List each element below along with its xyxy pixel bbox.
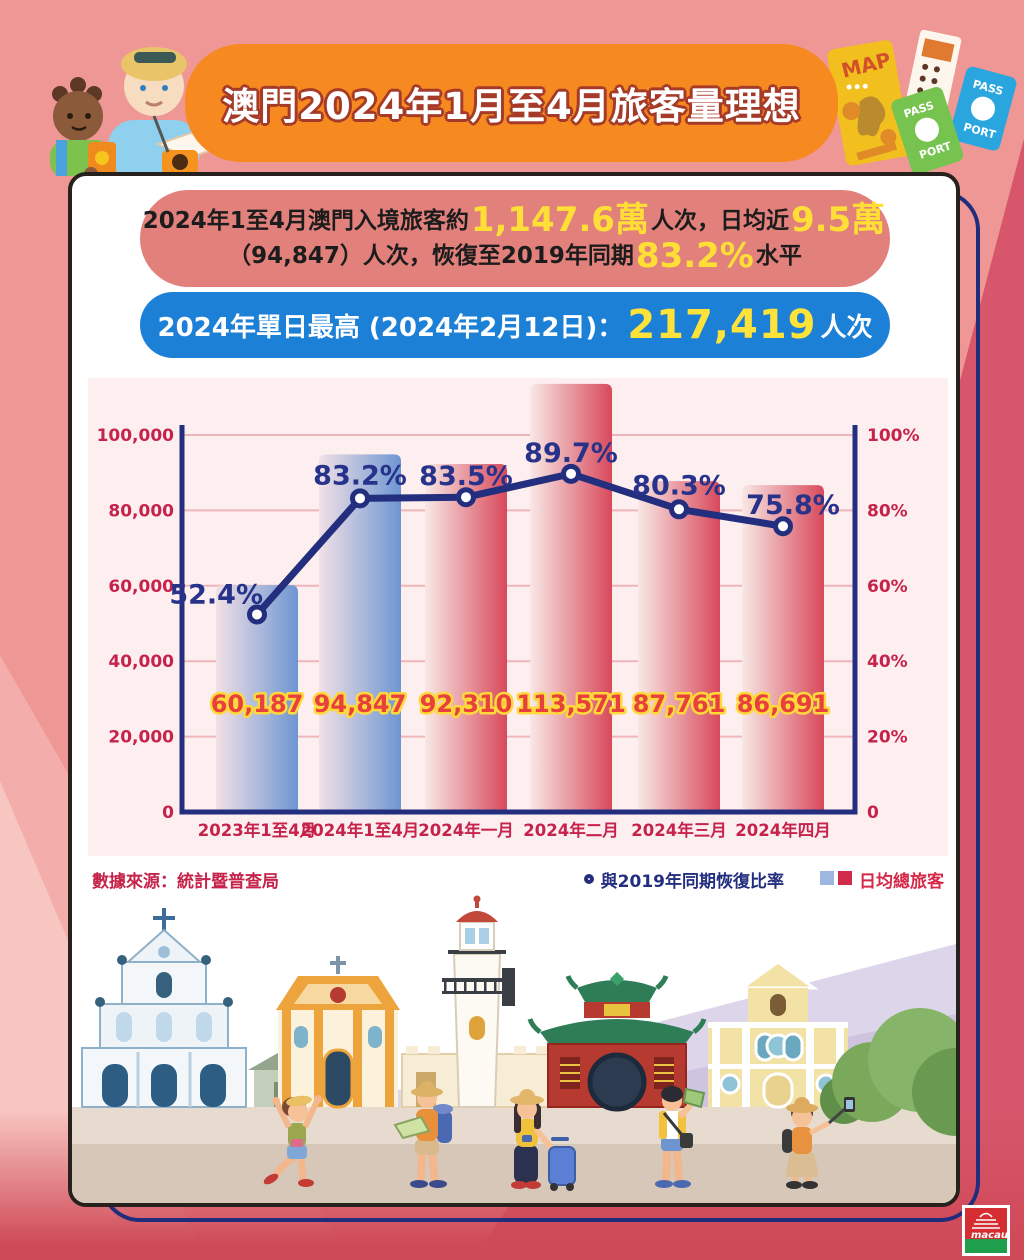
right-axis-tick: 100% xyxy=(867,426,920,446)
blue-bar-swatch-icon xyxy=(820,870,834,885)
line-marker-icon xyxy=(583,874,594,884)
svg-text:macau: macau xyxy=(971,1230,1008,1241)
line-marker xyxy=(350,488,370,509)
bar-value-label: 87,761 xyxy=(633,690,726,718)
passport-blue-icon: PASS PORT xyxy=(949,66,1017,151)
red-bar-swatch-icon xyxy=(838,870,852,885)
chart-panel: 0 20,000 40,000 60,000 80,000 100,000 0 20% 40% 6… xyxy=(88,378,948,856)
right-axis-tick: 60% xyxy=(867,577,908,597)
summary-line-1: 2024年1至4月澳門入境旅客約 1,147.6萬 人次，日均近 9.5萬 xyxy=(142,199,887,240)
legend-bar-item: 日均總旅客 xyxy=(820,867,944,892)
peak-pill: 2024年單日最高 (2024年2月12日)： 217,419 人次 xyxy=(140,292,890,358)
page-title: 澳門2024年1月至4月旅客量理想 xyxy=(222,85,801,128)
summary-text: （94,847）人次，恢復至2019年同期 xyxy=(228,243,634,270)
left-axis-tick: 0 xyxy=(162,803,174,823)
legend-line-label: 與2019年同期恢復比率 xyxy=(600,871,784,892)
bar-value-label: 86,691 xyxy=(737,690,830,718)
passport-green-icon: PASS PORT xyxy=(891,87,964,175)
line-point-label: 89.7% xyxy=(524,438,618,469)
title-banner: 澳門2024年1月至4月旅客量理想 xyxy=(185,44,838,162)
line-point-label: 52.4% xyxy=(169,579,263,610)
left-axis-tick: 80,000 xyxy=(108,501,174,521)
visitors-combo-chart: 0 20,000 40,000 60,000 80,000 100,000 0 20% 40% 6… xyxy=(97,383,920,840)
x-axis-label: 2024年二月 xyxy=(523,820,618,840)
x-axis-label: 2024年三月 xyxy=(631,820,726,840)
bar-value-label: 94,847 xyxy=(314,690,407,718)
x-axis-label: 2023年1至4月 xyxy=(198,820,316,840)
summary-highlight-recovery: 83.2% xyxy=(635,235,754,276)
right-axis-tick: 80% xyxy=(867,501,908,521)
x-axis-label: 2024年1至4月 xyxy=(301,820,419,840)
summary-line-2: （94,847）人次，恢復至2019年同期 83.2% 水平 xyxy=(228,235,802,276)
summary-text: 水平 xyxy=(755,243,802,270)
bar-2024年一月 xyxy=(425,463,507,812)
right-axis-tick: 20% xyxy=(867,728,908,748)
x-axis-label: 2024年一月 xyxy=(418,820,513,840)
tourist-child xyxy=(50,77,116,176)
content-card: 2024年1至4月澳門入境旅客約 1,147.6萬 人次，日均近 9.5萬 （94,8… xyxy=(68,172,960,1207)
left-axis-tick: 40,000 xyxy=(108,652,174,672)
line-point-label: 83.5% xyxy=(419,461,513,492)
bar-value-label: 113,571 xyxy=(516,690,625,718)
summary-text: 2024年1至4月澳門入境旅客約 xyxy=(142,207,469,234)
summary-highlight-daily: 9.5萬 xyxy=(790,199,886,240)
right-axis-tick: 0 xyxy=(867,803,879,823)
bar-swatch-icons xyxy=(820,870,852,889)
macau-skyline-illustration xyxy=(72,892,956,1203)
legend-line-item: 與2019年同期恢復比率 xyxy=(583,867,784,892)
peak-label: 2024年單日最高 (2024年2月12日)： xyxy=(157,312,624,343)
chart-legend: 與2019年同期恢復比率 日均總旅客 xyxy=(583,867,944,892)
peak-value: 217,419 xyxy=(627,302,817,348)
x-axis-label: 2024年四月 xyxy=(735,820,830,840)
line-point-label: 80.3% xyxy=(632,470,726,501)
legend-row: 數據來源：統計暨普查局 與2019年同期恢復比率 日均總旅客 xyxy=(88,864,948,894)
source-text: 數據來源：統計暨普查局 xyxy=(92,871,279,892)
bar-value-label: 92,310 xyxy=(420,690,513,718)
peak-suffix: 人次 xyxy=(820,312,873,343)
travel-items-icon: MAP PASS PORT PASS PORT xyxy=(827,29,1017,175)
bar-2024年三月 xyxy=(638,481,720,812)
summary-highlight-total: 1,147.6萬 xyxy=(470,199,649,240)
summary-pill: 2024年1至4月澳門入境旅客約 1,147.6萬 人次，日均近 9.5萬 （94,8… xyxy=(140,190,890,287)
summary-text: 人次，日均近 xyxy=(650,207,789,234)
left-axis-tick: 100,000 xyxy=(97,426,175,446)
left-axis-tick: 20,000 xyxy=(108,728,174,748)
macau-logo: macau xyxy=(962,1205,1010,1256)
line-point-label: 75.8% xyxy=(746,490,840,521)
left-axis-tick: 60,000 xyxy=(108,577,174,597)
line-marker xyxy=(247,604,267,625)
bar-value-label: 60,187 xyxy=(211,690,304,718)
legend-bar-label: 日均總旅客 xyxy=(859,871,944,892)
right-axis-tick: 40% xyxy=(867,652,908,672)
line-point-label: 83.2% xyxy=(313,460,407,491)
line-marker xyxy=(669,499,689,520)
